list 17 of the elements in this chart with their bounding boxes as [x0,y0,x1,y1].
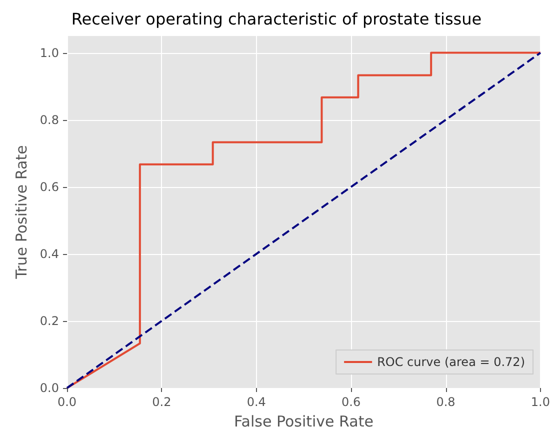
x-tick-label: 0.2 [152,395,172,409]
y-tick-label: 0.4 [40,246,59,261]
y-tick-label: 0.0 [40,381,59,395]
legend-label: ROC curve (area = 0.72) [377,355,525,369]
y-tick-label: 0.6 [40,180,59,194]
y-tick-label: 0.8 [40,112,59,127]
x-axis-title: False Positive Rate [234,412,374,430]
chart-title: Receiver operating characteristic of prostate tissue [71,10,482,28]
x-tick-label: 0.4 [246,395,266,409]
x-tick-label: 0.6 [342,395,361,409]
y-tick-label: 0.2 [40,314,59,328]
x-tick-label: 0.8 [436,395,456,409]
x-tick-label: 0.0 [57,395,77,409]
y-axis-title: True Positive Rate [12,145,30,280]
line-series [66,52,542,389]
x-tick-label: 1.0 [530,395,550,409]
y-tick-label: 1.0 [40,46,59,60]
